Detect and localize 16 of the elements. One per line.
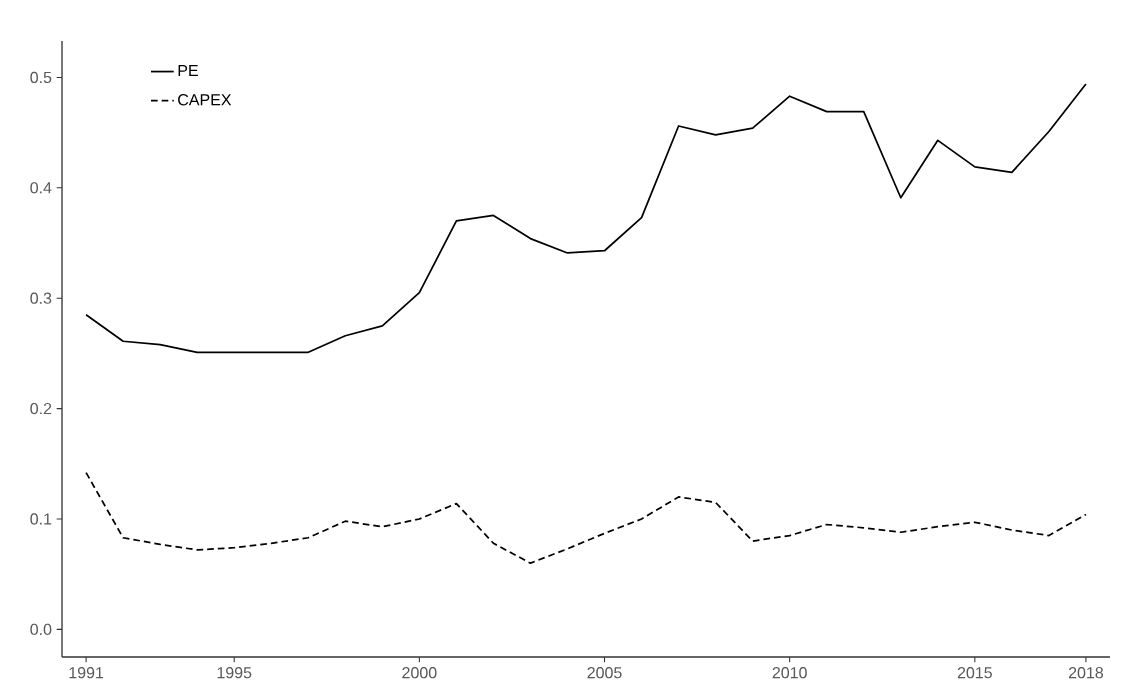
x-tick-label: 2018: [1068, 667, 1104, 679]
x-tick-label: 2005: [587, 667, 622, 679]
line-series: [85, 471, 1087, 565]
y-tick-label: 0.3: [30, 292, 52, 304]
x-tick-label: 2000: [402, 667, 437, 679]
y-tick-label: 0.2: [30, 402, 52, 415]
x-tick-label: 1995: [217, 667, 252, 679]
y-tick-label: 0.4: [30, 182, 52, 194]
x-tick-label: 2010: [772, 667, 807, 679]
legend-label: PE: [178, 65, 198, 77]
y-tick-label: 0.5: [30, 71, 52, 84]
legend-label: CAPEX: [178, 94, 232, 106]
x-tick-label: 1991: [69, 667, 104, 679]
x-tick-label: 2015: [957, 667, 992, 679]
y-tick-label: 0.1: [30, 513, 52, 525]
y-tick-label: 0.0: [30, 623, 52, 636]
